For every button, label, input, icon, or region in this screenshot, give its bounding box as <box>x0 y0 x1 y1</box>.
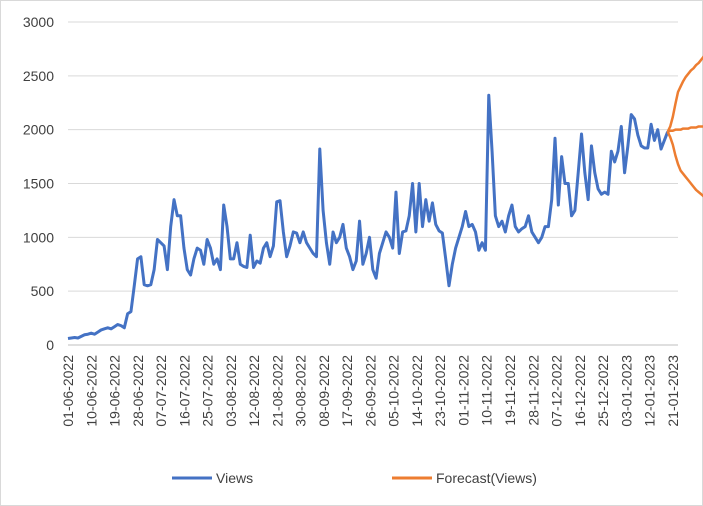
gridlines <box>68 21 678 292</box>
y-tick-label: 500 <box>31 283 55 299</box>
x-axis-ticks: 01-06-2022 10-06-2022 19-06-2022 28-06-2022… <box>60 355 681 427</box>
x-tick-label: 10-11-2022 <box>479 355 495 426</box>
y-axis-ticks: 0 500 1000 1500 2000 2500 3000 <box>23 14 54 353</box>
y-tick-label: 1000 <box>23 229 54 245</box>
x-tick-label: 21-01-2023 <box>665 355 681 427</box>
x-tick-label: 23-10-2022 <box>432 355 448 427</box>
x-tick-label: 26-09-2022 <box>362 355 378 427</box>
legend-label-forecast: Forecast(Views) <box>436 470 537 486</box>
x-tick-label: 16-07-2022 <box>176 355 192 427</box>
x-tick-label: 14-10-2022 <box>409 355 425 427</box>
x-tick-label: 03-08-2022 <box>223 355 239 427</box>
x-tick-label: 03-01-2023 <box>618 355 634 427</box>
y-tick-label: 3000 <box>23 14 54 30</box>
forecast-lower-bound <box>666 131 703 198</box>
x-tick-label: 19-06-2022 <box>107 355 123 427</box>
x-tick-label: 08-09-2022 <box>316 355 332 427</box>
x-tick-label: 10-06-2022 <box>83 355 99 427</box>
x-tick-label: 30-08-2022 <box>293 355 309 427</box>
x-tick-label: 12-01-2023 <box>642 355 658 427</box>
y-tick-label: 2500 <box>23 68 54 84</box>
x-tick-label: 25-12-2022 <box>595 355 611 427</box>
x-tick-label: 01-11-2022 <box>455 355 471 426</box>
forecast-upper-bound <box>666 55 703 133</box>
x-tick-label: 28-06-2022 <box>130 355 146 427</box>
x-tick-label: 19-11-2022 <box>502 355 518 426</box>
series-lines <box>67 55 703 341</box>
series-line-forecast <box>667 125 703 133</box>
y-tick-label: 1500 <box>23 176 54 192</box>
x-tick-label: 17-09-2022 <box>339 355 355 427</box>
x-tick-label: 07-12-2022 <box>549 355 565 427</box>
x-tick-label: 28-11-2022 <box>525 355 541 426</box>
legend: Views Forecast(Views) <box>172 470 537 486</box>
x-tick-label: 16-12-2022 <box>572 355 588 427</box>
x-tick-label: 21-08-2022 <box>269 355 285 427</box>
x-tick-label: 25-07-2022 <box>200 355 216 427</box>
y-tick-label: 2000 <box>23 122 54 138</box>
y-tick-label: 0 <box>46 337 54 353</box>
x-tick-label: 12-08-2022 <box>246 355 262 427</box>
series-line-views <box>67 93 670 341</box>
x-tick-label: 05-10-2022 <box>386 355 402 427</box>
x-tick-label: 01-06-2022 <box>60 355 76 427</box>
x-tick-label: 07-07-2022 <box>153 355 169 427</box>
legend-label-views: Views <box>216 470 253 486</box>
